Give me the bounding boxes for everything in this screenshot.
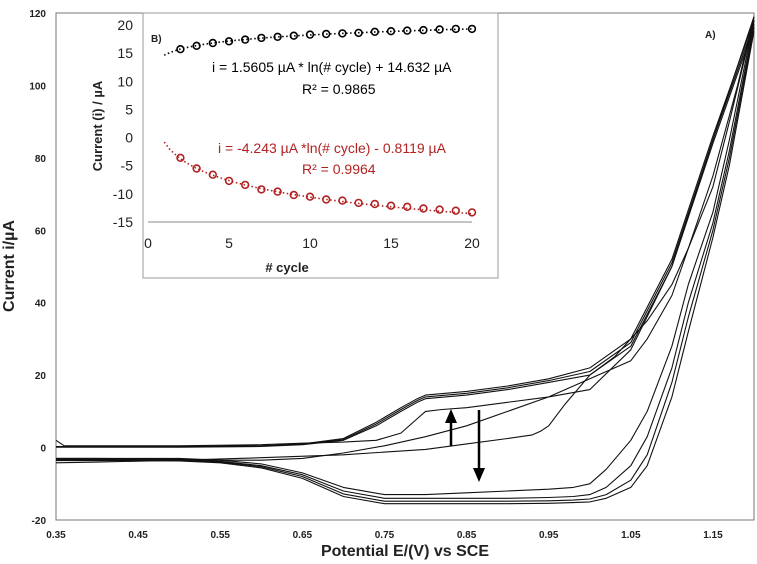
main-x-tick-label: 0.45 — [128, 530, 148, 541]
inset-x-tick-label: 20 — [464, 235, 480, 251]
data-point-anodic-peak-current — [273, 32, 282, 41]
data-point-anodic-peak-current — [386, 27, 396, 36]
cv-trace-cathodic-sweep-intermediate-cycle — [56, 20, 755, 461]
data-point-cathodic-peak-current — [386, 201, 396, 210]
inset-y-tick-label: -5 — [121, 158, 134, 174]
main-y-tick-label: -20 — [32, 516, 47, 527]
inset-y-tick-label: 10 — [117, 73, 133, 89]
main-x-tick-label: 1.15 — [703, 530, 723, 541]
cv-trace-cathodic-sweep-later-cycle-4 — [56, 31, 755, 505]
main-y-tick-label: 60 — [35, 226, 47, 237]
inset-y-tick-label: 5 — [125, 101, 133, 117]
inset-y-tick-label: 20 — [117, 17, 133, 33]
data-point-cathodic-peak-current — [451, 206, 460, 215]
anodic-fit-equation: i = 1.5605 µA * ln(# cycle) + 14.632 µA — [212, 59, 452, 75]
data-point-anodic-peak-current — [322, 29, 331, 39]
data-point-anodic-peak-current — [370, 27, 379, 36]
main-y-tick-label: 40 — [35, 299, 47, 310]
main-x-tick-label: 0.85 — [457, 530, 477, 541]
data-point-anodic-peak-current — [451, 24, 460, 34]
data-point-cathodic-peak-current — [467, 208, 477, 217]
data-point-cathodic-peak-current — [176, 153, 185, 163]
data-point-anodic-peak-current — [241, 35, 250, 44]
data-point-cathodic-peak-current — [224, 176, 234, 186]
cathodic-fit-r-squared: R² = 0.9964 — [302, 161, 376, 177]
data-point-anodic-peak-current — [208, 38, 218, 48]
main-x-tick-label: 0.75 — [375, 530, 395, 541]
data-point-anodic-peak-current — [338, 29, 347, 38]
inset-panel-label: B) — [151, 34, 162, 45]
main-y-tick-label: 80 — [35, 154, 47, 165]
main-plot: 0.35 0.45 0.55 0.65 0.75 0.85 0.95 1.05 1.15 -20… — [1, 9, 755, 560]
inset-y-axis-title: Current (i) / µA — [90, 80, 105, 171]
main-x-tick-label: 1.05 — [621, 530, 641, 541]
anodic-fit-r-squared: R² = 0.9865 — [302, 81, 376, 97]
data-point-anodic-peak-current — [305, 30, 315, 39]
cv-trace-cathodic-sweep-cycle-1 — [55, 16, 755, 464]
data-point-cathodic-peak-current — [241, 180, 250, 190]
inset-x-tick-label: 10 — [302, 235, 318, 251]
main-y-axis-title: Current i/µA — [1, 220, 18, 312]
inset-x-tick-label: 15 — [383, 235, 399, 251]
data-point-cathodic-peak-current — [289, 190, 298, 200]
cv-trace-cathodic-sweep-later-cycle-1 — [56, 20, 755, 496]
cv-trace-anodic-sweep-cycle-1 — [55, 16, 755, 447]
down-arrow-head — [473, 468, 485, 482]
data-point-cathodic-peak-current — [338, 196, 347, 205]
main-x-tick-label: 0.55 — [211, 530, 231, 541]
cathodic-fit-equation: i = -4.243 µA *ln(# cycle) - 0.8119 µA — [218, 140, 447, 156]
inset-x-axis-title: # cycle — [265, 260, 308, 275]
data-point-anodic-peak-current — [403, 26, 412, 35]
cv-trace-cathodic-sweep-later-cycle-2 — [56, 23, 755, 499]
data-point-anodic-peak-current — [435, 25, 444, 34]
main-x-tick-label: 0.35 — [46, 530, 66, 541]
data-point-anodic-peak-current — [257, 33, 266, 43]
data-point-cathodic-peak-current — [305, 192, 315, 201]
annotation-arrows — [445, 409, 485, 482]
inset-y-tick-label: -10 — [113, 186, 133, 202]
cv-trace-cathodic-sweep-later-cycle-3 — [56, 27, 755, 502]
main-series-group — [55, 16, 755, 505]
data-point-cathodic-peak-current — [257, 185, 266, 194]
main-y-tick-label: 120 — [29, 9, 46, 20]
data-point-cathodic-peak-current — [273, 187, 282, 196]
up-arrow-head — [445, 409, 457, 423]
main-panel-label: A) — [705, 30, 716, 41]
inset-x-tick-label: 5 — [225, 235, 233, 251]
main-x-ticks: 0.35 0.45 0.55 0.65 0.75 0.85 0.95 1.05 1.15 — [46, 530, 723, 541]
data-point-anodic-peak-current — [419, 25, 428, 35]
data-point-anodic-peak-current — [354, 28, 363, 38]
main-y-tick-label: 0 — [40, 444, 46, 455]
inset-y-tick-label: -15 — [113, 214, 133, 230]
data-point-anodic-peak-current — [176, 44, 185, 54]
inset-y-tick-label: 15 — [117, 45, 133, 61]
data-point-cathodic-peak-current — [208, 170, 218, 179]
inset-x-tick-label: 0 — [144, 235, 152, 251]
data-point-cathodic-peak-current — [419, 204, 428, 213]
inset-y-tick-label: 0 — [125, 130, 133, 146]
main-x-tick-label: 0.65 — [293, 530, 313, 541]
inset-y-ticks: -15 -10 -5 0 5 10 15 20 — [113, 17, 133, 230]
data-point-cathodic-peak-current — [354, 198, 363, 208]
main-y-ticks: -20 0 20 40 60 80 100 120 — [29, 9, 46, 527]
data-point-cathodic-peak-current — [403, 202, 412, 212]
cv-trace-anodic-sweep-later-cycle-3 — [56, 27, 755, 448]
data-point-anodic-peak-current — [467, 24, 477, 34]
data-point-cathodic-peak-current — [322, 195, 331, 204]
main-x-tick-label: 0.95 — [539, 530, 559, 541]
main-y-tick-label: 20 — [35, 371, 47, 382]
data-point-anodic-peak-current — [192, 41, 201, 50]
main-x-axis-title: Potential E/(V) vs SCE — [321, 543, 489, 560]
data-point-anodic-peak-current — [289, 31, 298, 40]
main-y-tick-label: 100 — [29, 81, 46, 92]
inset-frame — [142, 12, 499, 279]
data-point-cathodic-peak-current — [435, 205, 444, 214]
data-point-cathodic-peak-current — [192, 164, 201, 173]
data-point-cathodic-peak-current — [370, 199, 379, 209]
inset-x-ticks: 0 5 10 15 20 — [144, 235, 480, 251]
inset-plot: B) 0 5 10 15 20 -15 -10 -5 0 5 10 15 20 # cycle Cur… — [90, 12, 499, 279]
data-point-anodic-peak-current — [224, 37, 234, 46]
inset-series-group — [163, 24, 477, 217]
